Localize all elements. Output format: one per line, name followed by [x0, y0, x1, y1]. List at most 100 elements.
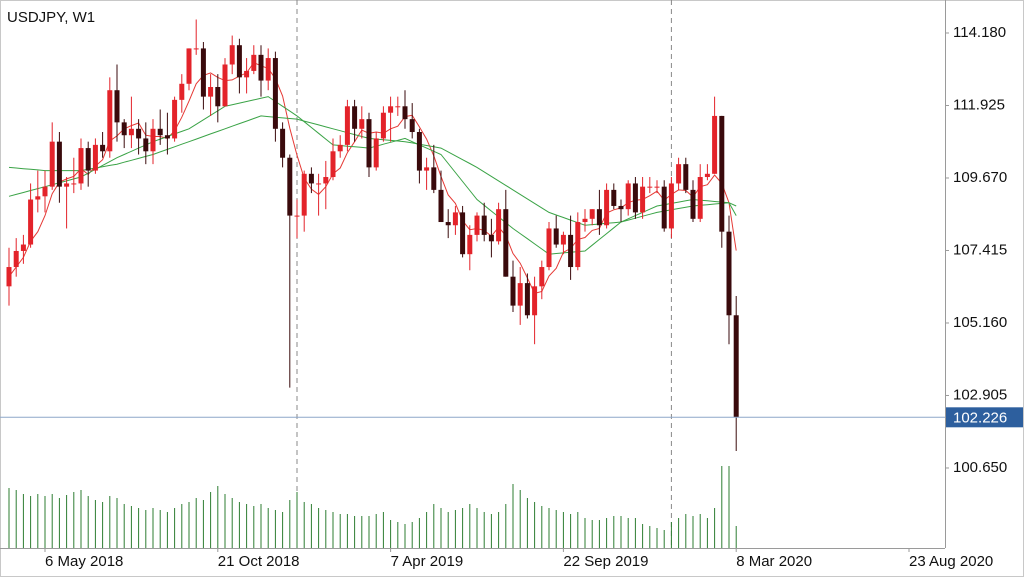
candle-body [424, 167, 430, 171]
candle-body [438, 189, 444, 223]
candle-body [301, 173, 307, 216]
candle-body [640, 186, 646, 213]
moving-average [8, 61, 737, 294]
candle-body [294, 215, 300, 217]
candle-body [71, 183, 77, 185]
candle-body [733, 315, 739, 418]
candle-body [287, 157, 293, 216]
candle-body [546, 228, 552, 268]
candle-body [431, 167, 437, 190]
y-tick-label: 114.180 [953, 24, 1006, 41]
candle-body [632, 183, 638, 213]
x-tick-label: 8 Mar 2020 [736, 553, 812, 570]
candle-body [474, 215, 480, 235]
candle-body [568, 234, 574, 268]
candle-body [388, 106, 394, 113]
candle-body [272, 58, 278, 129]
candle-body [668, 183, 674, 229]
candle-body [114, 90, 120, 123]
candle-body [236, 45, 242, 78]
candle-body [445, 222, 451, 226]
candle-body [532, 286, 538, 316]
last-price-box [946, 407, 1023, 428]
candle-body [42, 186, 48, 197]
candle-body [503, 209, 509, 277]
candle-body [100, 144, 106, 152]
candle-body [352, 106, 358, 129]
candle-body [366, 119, 372, 168]
candle-body [308, 173, 314, 184]
candle-body [539, 267, 545, 287]
candle-body [78, 148, 84, 184]
chart-title: USDJPY, W1 [7, 9, 95, 26]
candle-body [380, 112, 386, 139]
candle-body [596, 209, 602, 226]
candle-body [604, 189, 610, 226]
candle-body [229, 45, 235, 65]
candle-body [337, 144, 343, 152]
candle-body [128, 128, 134, 136]
candle-body [121, 122, 127, 136]
candle-body [676, 164, 682, 184]
x-tick-label: 22 Sep 2019 [563, 553, 648, 570]
candle-body [690, 189, 696, 219]
candle-body [6, 267, 12, 287]
candle-body [28, 199, 34, 245]
candle-body [265, 58, 271, 81]
y-tick-label: 111.925 [953, 96, 1005, 113]
candle-body [251, 54, 257, 71]
candle-body [200, 48, 206, 97]
y-tick-label: 109.670 [953, 169, 1007, 186]
candle-body [618, 205, 624, 210]
candle-body [215, 86, 221, 107]
candle-body [560, 234, 566, 245]
candle-body [697, 177, 703, 219]
y-tick-label: 100.650 [953, 459, 1007, 476]
candle-body [244, 70, 250, 78]
candle-body [517, 283, 523, 306]
candle-body [524, 283, 530, 316]
candle-body [208, 86, 214, 97]
candle-body [402, 106, 408, 120]
candle-body [323, 177, 329, 184]
y-tick-label: 102.905 [953, 386, 1007, 403]
candle-body [136, 128, 142, 139]
y-tick-label: 107.415 [953, 241, 1007, 258]
candle-body [611, 189, 617, 206]
x-tick-label: 7 Apr 2019 [391, 553, 464, 570]
candle-body [107, 90, 113, 152]
candle-body [582, 218, 588, 223]
candle-body [172, 99, 178, 139]
candle-body [344, 106, 350, 145]
candle-body [186, 48, 192, 84]
x-tick-label: 6 May 2018 [45, 553, 123, 570]
candle-body [460, 212, 466, 255]
candle-body [330, 151, 336, 178]
candle-body [193, 48, 199, 50]
candle-body [625, 183, 631, 210]
moving-average [8, 115, 737, 226]
y-tick-label: 105.160 [953, 314, 1007, 331]
candle-body [49, 141, 55, 187]
candle-body [467, 234, 473, 255]
candle-body [150, 128, 156, 152]
candle-body [510, 276, 516, 306]
candle-body [13, 250, 19, 268]
candle-body [64, 183, 70, 187]
candle-body [726, 231, 732, 316]
candle-body [395, 106, 401, 108]
candle-body [157, 128, 163, 136]
candle-body [575, 222, 581, 268]
x-tick-label: 23 Aug 2020 [909, 553, 993, 570]
candle-body [409, 119, 415, 133]
candle-body [553, 228, 559, 245]
candle-body [589, 209, 595, 219]
candle-body [280, 128, 286, 158]
candle-body [683, 164, 689, 190]
candle-body [164, 135, 170, 139]
candle-body [92, 144, 98, 171]
candle-body [179, 83, 185, 100]
candle-body [56, 141, 62, 187]
